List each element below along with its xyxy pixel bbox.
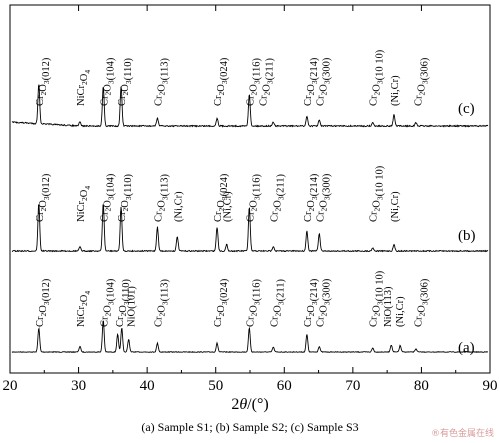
peak-label: (Ni,Cr): [223, 191, 234, 222]
x-tick-label: 30: [71, 378, 86, 394]
peak-label: Cr2O3(300): [315, 173, 332, 222]
peak-label: (Ni,Cr): [395, 296, 406, 327]
peak-label: Cr2O3(306): [413, 278, 430, 327]
panel-label-b: (b): [458, 228, 476, 244]
peak-label: NiCr2O4: [76, 186, 92, 222]
x-tick-label: 90: [483, 378, 498, 394]
xrd-pattern-b: [11, 203, 489, 253]
peak-labels: Cr2O3(012)NiCr2O4Cr2O3(104)Cr2O3(110)NiO…: [35, 49, 430, 327]
peak-label: Cr2O3(300): [315, 57, 332, 106]
peak-label: Cr2O3(113): [153, 279, 170, 327]
peak-label: Cr2O3(10 10): [369, 165, 386, 222]
xrd-pattern-c: [11, 84, 489, 128]
peak-label: Cr2O3(024): [213, 173, 230, 222]
x-tick-label: 50: [208, 378, 223, 394]
peak-label: Cr2O3(024): [213, 57, 230, 106]
peak-label: Cr2O3(300): [315, 278, 332, 327]
peak-label: Cr2O3(110): [117, 58, 134, 106]
xrd-pattern-a: [11, 320, 489, 353]
xrd-patterns: [11, 84, 489, 353]
peak-label: (Ni,Cr): [173, 191, 184, 222]
peak-label: NiO(101): [127, 286, 138, 327]
peak-label: Cr2O3(012): [35, 173, 52, 222]
peak-label: Cr2O3(104): [99, 57, 116, 106]
peak-label: Cr2O3(113): [153, 174, 170, 222]
peak-label: Cr2O3(116): [245, 279, 262, 327]
x-axis-label: 2θ/(°): [231, 396, 268, 413]
x-tick-label: 20: [3, 378, 18, 394]
peak-label: Cr2O3(024): [213, 278, 230, 327]
x-tick-label: 70: [345, 378, 360, 394]
watermark: ®有色金属在线: [430, 429, 494, 439]
panel-label-c: (c): [458, 101, 475, 117]
xrd-figure: 20 30 40 50 60 70 80 90 Cr2O3(012) NiCr2O4 Cr2O3(…: [3, 4, 498, 413]
peak-label: Cr2O3(113): [153, 58, 170, 106]
panel-label-a: (a): [458, 340, 475, 356]
peak-label: NiO(113): [383, 286, 394, 327]
x-tick-label: 40: [140, 378, 155, 394]
peak-label: Cr2O3(214): [303, 173, 320, 222]
peak-label: Cr2O3(211): [269, 279, 286, 327]
peak-label: Cr2O3(10 10): [369, 270, 386, 327]
peak-label: Cr2O3(116): [245, 58, 262, 106]
peak-label: Cr2O3(214): [303, 278, 320, 327]
peak-label: Cr2O3(211): [269, 174, 286, 222]
peak-label: (Ni,Cr): [390, 75, 401, 106]
peak-label: Cr2O3(214): [303, 57, 320, 106]
peak-label: Cr2O3(104): [99, 278, 116, 327]
peak-label: Cr2O3(116): [245, 174, 262, 222]
peak-label: Cr2O3(012): [35, 278, 52, 327]
figure-caption: (a) Sample S1; (b) Sample S2; (c) Sample…: [141, 420, 359, 434]
peak-label: Cr2O3(211): [258, 58, 275, 106]
peak-label: (Ni,Cr): [390, 191, 401, 222]
peak-label: Cr2O3(110): [117, 174, 134, 222]
peak-label: Cr2O3(10 10): [369, 49, 386, 106]
peak-label: Cr2O3(104): [99, 173, 116, 222]
peak-label: Cr2O3(110): [115, 279, 132, 327]
peak-label: Cr2O3(012): [35, 57, 52, 106]
panel-labels: (a) (b) (c): [458, 101, 476, 356]
x-tick-label: 80: [414, 378, 429, 394]
peak-label: NiCr2O4: [76, 70, 92, 106]
peak-label: NiCr2O4: [76, 291, 92, 327]
x-axis-ticks: 20 30 40 50 60 70 80 90: [3, 5, 498, 394]
peak-label: Cr2O3(306): [413, 57, 430, 106]
x-tick-label: 60: [277, 378, 292, 394]
